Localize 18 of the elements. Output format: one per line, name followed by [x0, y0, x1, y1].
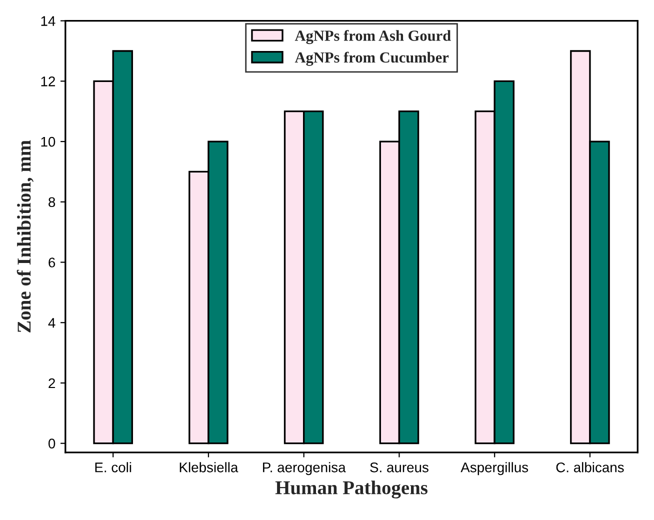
x-tick-label: Klebsiella — [180, 462, 238, 472]
y-tick-label: 14 — [41, 16, 56, 26]
y-tick-label: 12 — [41, 76, 55, 86]
y-tick-label: 8 — [48, 197, 56, 208]
x-tick-label: P. aerogenisa — [263, 462, 346, 476]
y-tick-label: 10 — [41, 136, 56, 147]
y-tick-label: 6 — [48, 258, 56, 268]
y-tick-label: 2 — [48, 378, 55, 388]
x-axis-title: Human Pathogens — [275, 480, 428, 498]
x-tick-label: E. coli — [95, 462, 132, 472]
legend-label: AgNPs from Ash Gourd — [294, 30, 451, 44]
y-tick-label: 0 — [48, 438, 56, 449]
x-tick-label: C. albicans — [556, 462, 624, 472]
y-tick-label: 4 — [48, 318, 56, 328]
y-axis-title: Zone of Inhibition, mm — [16, 140, 34, 332]
x-tick-label: Aspergillus — [460, 462, 528, 476]
legend-label: AgNPs from Cucumber — [294, 52, 449, 66]
x-tick-label: S. aureus — [370, 462, 428, 472]
